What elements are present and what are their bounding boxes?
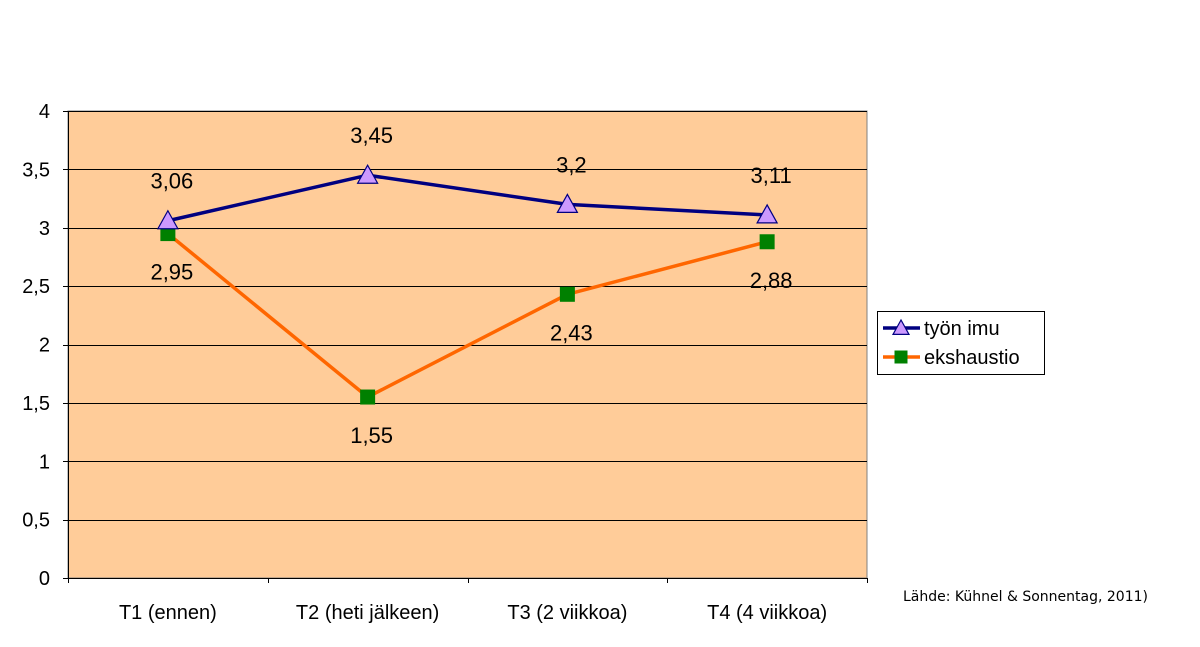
series-line-tyon-imu	[167, 173, 768, 223]
legend: työn imu ekshaustio	[877, 311, 1045, 375]
series-layer	[156, 163, 779, 405]
y-axis-tick-labels: 0 0,5 1 1,5 2 2,5 3 3,5 4	[22, 101, 50, 590]
legend-marker-square	[894, 350, 908, 364]
y-tick-label: 4	[39, 101, 50, 123]
y-tick-label: 0,5	[22, 510, 50, 532]
x-tick-label: T3 (2 viikkoa)	[507, 602, 627, 624]
axes	[63, 111, 868, 583]
source-note: Lähde: Kühnel & Sonnentag, 2011)	[903, 589, 1148, 605]
marker-triangle	[156, 209, 179, 230]
x-tick-label: T2 (heti jälkeen)	[296, 602, 439, 624]
y-tick-label: 1	[39, 451, 50, 473]
marker-square	[759, 234, 775, 250]
legend-label: ekshaustio	[924, 347, 1020, 369]
x-axis-tick-labels: T1 (ennen) T2 (heti jälkeen) T3 (2 viikkoa…	[119, 602, 827, 624]
y-tick-label: 2	[39, 335, 50, 357]
y-tick-label: 1,5	[22, 393, 50, 415]
data-label: 3,06	[150, 169, 193, 194]
x-tick-label: T1 (ennen)	[119, 602, 217, 624]
marker-square	[559, 286, 575, 302]
series-line-ekshaustio	[166, 232, 768, 399]
data-label: 1,55	[350, 423, 393, 448]
data-label: 3,11	[751, 163, 792, 188]
data-label: 2,95	[150, 260, 193, 285]
x-tick-label: T4 (4 viikkoa)	[707, 602, 827, 624]
data-labels: 3,06 3,45 3,2 3,11 2,95 1,55 2,43 2,88	[150, 123, 792, 448]
marker-triangle	[556, 193, 579, 213]
marker-triangle	[756, 203, 779, 224]
y-tick-label: 3,5	[22, 159, 50, 181]
legend-marker-triangle	[891, 318, 911, 335]
data-label: 3,2	[556, 152, 587, 177]
data-label: 3,45	[350, 123, 393, 148]
marker-triangle	[356, 163, 379, 184]
gridlines	[68, 111, 867, 521]
legend-box	[877, 311, 1045, 375]
legend-label: työn imu	[924, 318, 1000, 340]
y-tick-label: 0	[39, 568, 50, 590]
y-tick-label: 2,5	[22, 276, 50, 298]
data-label: 2,43	[550, 320, 593, 345]
marker-square	[360, 389, 376, 405]
data-label: 2,88	[750, 268, 793, 293]
y-tick-label: 3	[39, 218, 50, 240]
